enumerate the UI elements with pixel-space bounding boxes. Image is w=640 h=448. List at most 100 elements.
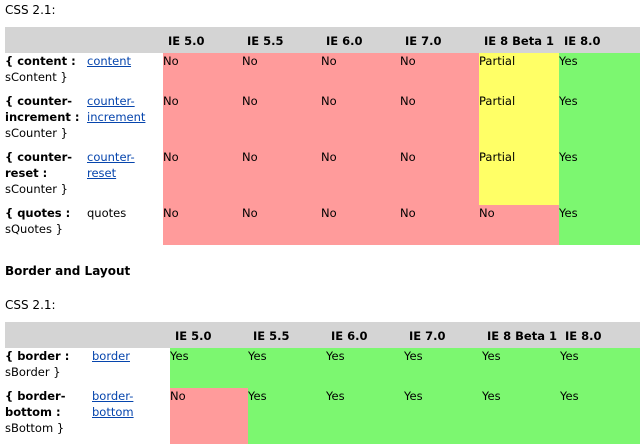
- status-cell-no: No: [321, 53, 400, 93]
- status-cell-yes: Yes: [404, 348, 482, 388]
- header-blank-cell: [92, 322, 170, 348]
- status-cell-no: No: [400, 93, 479, 149]
- reference-link-text[interactable]: content: [87, 54, 132, 68]
- status-cell-no: No: [400, 149, 479, 205]
- property-cell: { border : sBorder }: [5, 348, 92, 388]
- property-text: sQuotes }: [5, 222, 63, 236]
- header-ie8b1: IE 8 Beta 1: [482, 322, 560, 348]
- header-ie50: IE 5.0: [170, 322, 248, 348]
- status-cell-no: No: [163, 205, 242, 245]
- reference-link-text[interactable]: bottom: [92, 405, 134, 419]
- status-cell-yes: Yes: [326, 348, 404, 388]
- header-blank-cell: [87, 27, 163, 53]
- table-row: { counter-increment : sCounter } counter-i…: [5, 93, 640, 149]
- reference-link[interactable]: counter-increment: [87, 94, 145, 124]
- header-ie70: IE 7.0: [400, 27, 479, 53]
- header-ie80: IE 8.0: [560, 322, 640, 348]
- table-row: { border : sBorder } border Yes Yes Yes Yes Yes…: [5, 348, 640, 388]
- status-cell-no: No: [400, 205, 479, 245]
- table-row: { content : sContent } content No No No No Part…: [5, 53, 640, 93]
- reference-link-text[interactable]: border-: [92, 389, 134, 403]
- status-cell-yes: Yes: [404, 388, 482, 444]
- table-header-row: IE 5.0 IE 5.5 IE 6.0 IE 7.0 IE 8 Beta 1 …: [5, 27, 640, 53]
- status-cell-yes: Yes: [248, 388, 326, 444]
- property-text: increment :: [5, 110, 80, 124]
- table-row: { border-bottom : sBottom } border-bottom N…: [5, 388, 640, 444]
- status-cell-yes: Yes: [482, 348, 560, 388]
- reference-cell: counter-reset: [87, 149, 163, 205]
- property-text: sCounter }: [5, 182, 68, 196]
- status-cell-yes: Yes: [560, 388, 640, 444]
- header-ie8b1: IE 8 Beta 1: [479, 27, 559, 53]
- status-cell-partial: Partial: [479, 53, 559, 93]
- compat-table-1: IE 5.0 IE 5.5 IE 6.0 IE 7.0 IE 8 Beta 1 …: [5, 27, 640, 245]
- status-cell-yes: Yes: [560, 348, 640, 388]
- property-text: sContent }: [5, 70, 68, 84]
- property-text: sCounter }: [5, 126, 68, 140]
- status-cell-no: No: [170, 388, 248, 444]
- header-blank-cell: [5, 322, 92, 348]
- property-cell: { counter-increment : sCounter }: [5, 93, 87, 149]
- header-ie55: IE 5.5: [242, 27, 321, 53]
- status-cell-no: No: [321, 149, 400, 205]
- reference-link[interactable]: border-bottom: [92, 389, 134, 419]
- section2-heading: Border and Layout: [5, 264, 131, 278]
- header-ie80: IE 8.0: [559, 27, 640, 53]
- table-row: { quotes : sQuotes } quotes No No No No No Yes: [5, 205, 640, 245]
- reference-cell: border: [92, 348, 170, 388]
- reference-cell: counter-increment: [87, 93, 163, 149]
- status-cell-no: No: [242, 149, 321, 205]
- section1-label: CSS 2.1:: [5, 3, 56, 17]
- status-cell-partial: Partial: [479, 93, 559, 149]
- header-ie60: IE 6.0: [321, 27, 400, 53]
- property-text: { counter-: [5, 94, 73, 108]
- table-header-row: IE 5.0 IE 5.5 IE 6.0 IE 7.0 IE 8 Beta 1 …: [5, 322, 640, 348]
- status-cell-no: No: [163, 149, 242, 205]
- reference-cell: border-bottom: [92, 388, 170, 444]
- status-cell-no: No: [400, 53, 479, 93]
- property-text: sBorder }: [5, 365, 61, 379]
- reference-link[interactable]: border: [92, 349, 130, 363]
- property-text: { border :: [5, 349, 70, 363]
- status-cell-no: No: [163, 93, 242, 149]
- header-ie50: IE 5.0: [163, 27, 242, 53]
- property-text: { border-: [5, 389, 66, 403]
- status-cell-no: No: [321, 93, 400, 149]
- header-blank-cell: [5, 27, 87, 53]
- reference-link-text[interactable]: border: [92, 349, 130, 363]
- status-cell-yes: Yes: [482, 388, 560, 444]
- status-cell-no: No: [242, 93, 321, 149]
- reference-link-text[interactable]: counter-: [87, 94, 135, 108]
- property-text: { content :: [5, 54, 76, 68]
- property-cell: { border-bottom : sBottom }: [5, 388, 92, 444]
- property-cell: { content : sContent }: [5, 53, 87, 93]
- section2-label: CSS 2.1:: [5, 298, 56, 312]
- reference-link-text[interactable]: increment: [87, 110, 146, 124]
- status-cell-no: No: [479, 205, 559, 245]
- header-ie60: IE 6.0: [326, 322, 404, 348]
- reference-link-text[interactable]: counter-: [87, 150, 135, 164]
- compat-table-2: IE 5.0 IE 5.5 IE 6.0 IE 7.0 IE 8 Beta 1 …: [5, 322, 640, 444]
- status-cell-no: No: [242, 53, 321, 93]
- property-text: sBottom }: [5, 421, 65, 435]
- status-cell-yes: Yes: [248, 348, 326, 388]
- property-text: { quotes :: [5, 206, 71, 220]
- reference-cell: content: [87, 53, 163, 93]
- status-cell-yes: Yes: [559, 93, 640, 149]
- status-cell-no: No: [242, 205, 321, 245]
- header-ie70: IE 7.0: [404, 322, 482, 348]
- status-cell-yes: Yes: [559, 149, 640, 205]
- status-cell-no: No: [163, 53, 242, 93]
- property-cell: { counter-reset : sCounter }: [5, 149, 87, 205]
- reference-text: quotes: [87, 206, 126, 220]
- status-cell-partial: Partial: [479, 149, 559, 205]
- table-row: { counter-reset : sCounter } counter-reset…: [5, 149, 640, 205]
- reference-link[interactable]: counter-reset: [87, 150, 135, 180]
- status-cell-yes: Yes: [170, 348, 248, 388]
- property-cell: { quotes : sQuotes }: [5, 205, 87, 245]
- status-cell-no: No: [321, 205, 400, 245]
- reference-link[interactable]: content: [87, 54, 131, 68]
- reference-link-text[interactable]: reset: [87, 166, 117, 180]
- reference-link-text: quotes: [87, 206, 127, 220]
- header-ie55: IE 5.5: [248, 322, 326, 348]
